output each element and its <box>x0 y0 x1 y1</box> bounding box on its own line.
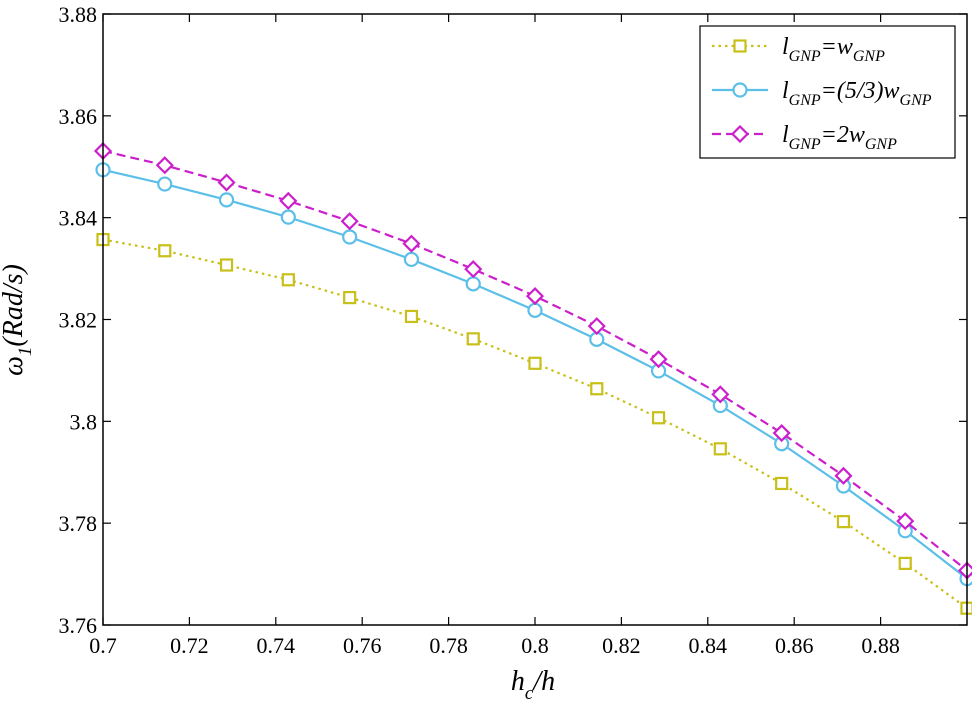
legend-label-2-sub: GNP <box>789 92 821 109</box>
x-tick-label: 0.88 <box>861 633 900 658</box>
series-2-point <box>342 229 358 245</box>
legend-label-3-sub: GNP <box>789 136 821 153</box>
series-1-point <box>158 244 172 258</box>
series-2-point <box>527 302 543 318</box>
series-1-point <box>281 273 295 287</box>
legend-marker-1 <box>733 39 747 53</box>
legend-label-3-main: l <box>782 122 789 148</box>
series-3-point <box>279 191 298 210</box>
legend-marker-2 <box>732 82 748 98</box>
series-1-point <box>528 356 542 370</box>
series-2-point <box>465 276 481 292</box>
y-axis-title-sub: 1 <box>15 347 36 357</box>
series-2-point <box>218 192 235 208</box>
series-3-point <box>340 212 359 231</box>
y-tick-label: 3.86 <box>59 104 98 129</box>
series-3-point <box>402 234 421 253</box>
series-1-point <box>898 556 912 570</box>
x-axis-title-sub: c <box>525 683 534 704</box>
series-1-point <box>343 291 357 305</box>
series-3-point <box>711 385 730 404</box>
series-1-point <box>466 332 480 346</box>
series-2-point <box>403 251 420 268</box>
legend-label-1: lGNP=wGNP <box>782 34 885 65</box>
legend-label-3-mid: =2w <box>821 122 865 148</box>
series-2-point <box>157 176 173 192</box>
series-1-point <box>713 442 727 456</box>
legend-label-1-sub: GNP <box>789 48 821 65</box>
series-1-point <box>775 476 789 491</box>
x-tick-label: 0.76 <box>343 633 382 658</box>
series-3-point <box>155 156 174 175</box>
y-tick-label: 3.88 <box>59 2 98 27</box>
series-3-point <box>525 287 545 306</box>
x-axis-title-tail: /h <box>531 666 555 697</box>
series-1-point <box>836 515 851 529</box>
y-tick-label: 3.76 <box>59 613 98 638</box>
x-tick-label: 0.7 <box>89 633 117 658</box>
legend-label-1-main: l <box>782 34 789 60</box>
x-axis-title-main: h <box>511 666 525 697</box>
legend-label-3: lGNP=2wGNP <box>782 122 897 153</box>
series-1-point <box>590 382 604 396</box>
legend-label-2-mid: =(5/3)w <box>821 78 900 104</box>
y-tick-label: 3.84 <box>59 206 98 231</box>
series-3-point <box>834 466 853 485</box>
y-axis-title-main: ω <box>0 356 29 376</box>
legend-marker-3 <box>730 124 750 144</box>
y-tick-label: 3.8 <box>70 409 98 434</box>
series-3-point <box>896 512 915 531</box>
series-1-point <box>651 411 666 425</box>
series-3-point <box>217 173 236 192</box>
legend-label-2-main: l <box>782 78 789 104</box>
x-axis-title: hc/h <box>511 666 555 704</box>
y-axis-title: ω1(Rad/s) <box>0 264 36 376</box>
x-tick-label: 0.78 <box>429 633 468 658</box>
series-1-point <box>219 258 234 272</box>
y-tick-label: 3.82 <box>59 308 98 333</box>
legend-label-1-mid: =w <box>821 34 853 60</box>
series-3-point <box>772 423 791 443</box>
x-tick-label: 0.84 <box>689 633 728 658</box>
x-tick-label: 0.74 <box>257 633 296 658</box>
series-1-point <box>404 309 419 324</box>
series-3-point <box>649 350 668 369</box>
series-3-point <box>464 260 483 279</box>
x-tick-label: 0.8 <box>521 633 549 658</box>
y-axis-title-tail: (Rad/s) <box>0 264 29 346</box>
legend-label-2: lGNP=(5/3)wGNP <box>782 78 932 109</box>
x-tick-label: 0.72 <box>170 633 209 658</box>
legend-label-2-sub2: GNP <box>900 92 932 109</box>
series-2-point <box>280 209 296 225</box>
ticks-layer: 0.7 0.72 0.74 0.76 0.78 0.8 0.82 0.84 0.86 0.88 3.… <box>59 2 967 658</box>
legend-label-1-sub2: GNP <box>853 48 885 65</box>
y-tick-label: 3.78 <box>59 511 98 536</box>
legend-label-3-sub2: GNP <box>865 136 897 153</box>
x-tick-label: 0.82 <box>602 633 641 658</box>
x-tick-label: 0.86 <box>775 633 814 658</box>
series-3-point <box>587 317 606 336</box>
